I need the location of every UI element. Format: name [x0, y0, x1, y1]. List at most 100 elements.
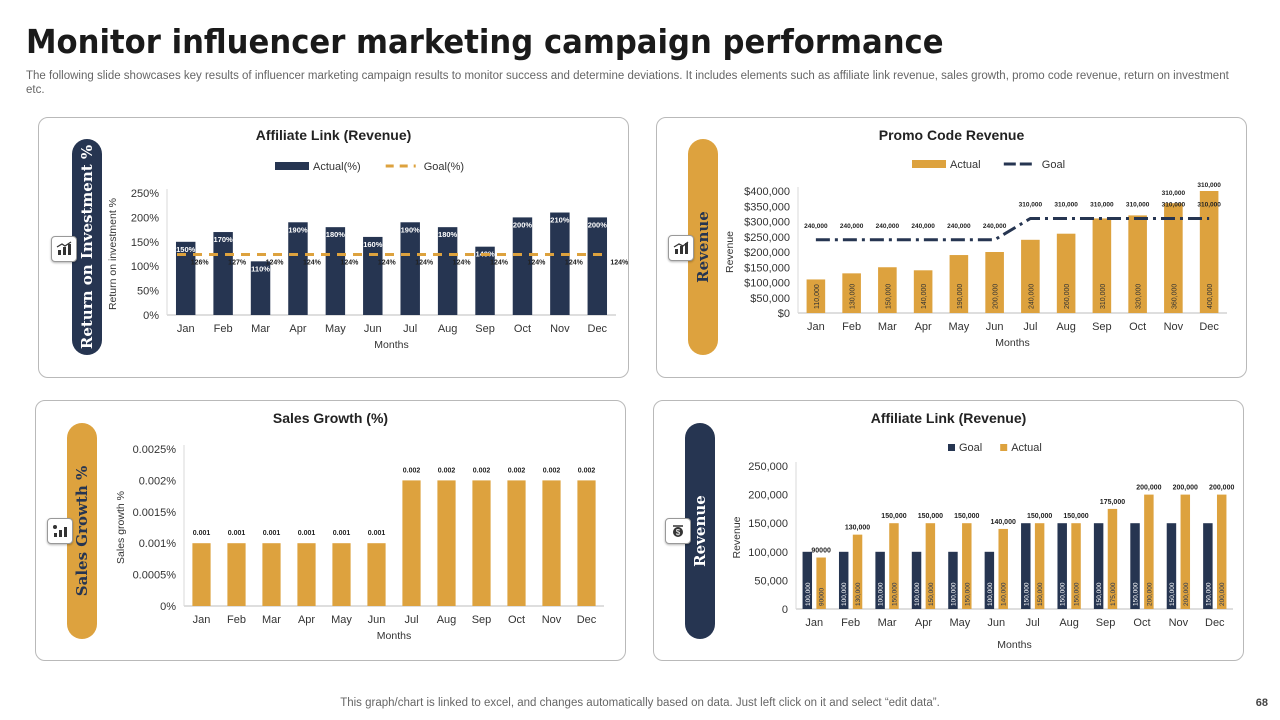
- sales-y-axis-label: Sales growth %: [115, 491, 127, 564]
- affiliate-bar-actual-dec: [1216, 494, 1227, 609]
- affiliate-legend-swatch: [948, 444, 955, 451]
- affiliate-top-label: 200,000: [1209, 485, 1234, 492]
- roi-panel: Return on Investment % Affiliate Link (R…: [38, 117, 629, 378]
- roi-bar-actual--nov: [550, 212, 570, 315]
- affiliate-data-label: 150,000: [964, 582, 971, 606]
- roi-x-tick-label: Aug: [438, 323, 458, 335]
- affiliate-bar-actual-aug: [1071, 523, 1081, 609]
- sales-bar-sales-growth-aug: [437, 480, 456, 606]
- promo-legend-label: Goal: [1042, 159, 1065, 171]
- promo-chart-title: Promo Code Revenue: [879, 127, 1025, 143]
- promo-goal-label: 310,000: [1019, 201, 1043, 208]
- roi-x-tick-label: Jan: [177, 323, 195, 335]
- affiliate-top-label: 150,000: [954, 513, 979, 520]
- promo-bar-actual-dec: [1199, 191, 1219, 313]
- promo-bar-actual-feb: [842, 273, 861, 313]
- affiliate-y-tick-label: 250,000: [748, 461, 788, 473]
- promo-goal-label: 240,000: [911, 223, 935, 230]
- roi-x-tick-label: Dec: [588, 323, 608, 335]
- promo-goal-label: 240,000: [876, 223, 900, 230]
- affiliate-bar-goal-jul: [1021, 523, 1031, 609]
- affiliate-bar-goal-sep: [1093, 523, 1104, 609]
- sales-data-label: 0.001: [193, 530, 211, 537]
- sales-chart-icon: [47, 518, 73, 544]
- sales-x-tick-label: Feb: [227, 614, 246, 626]
- promo-panel: Revenue Promo Code Revenue $0 $50,000 $100,…: [656, 117, 1247, 378]
- sales-data-label: 0.002: [543, 467, 561, 474]
- roi-y-tick-label: 50%: [137, 286, 159, 298]
- promo-x-tick-label: Oct: [1129, 321, 1146, 333]
- sales-data-label: 0.001: [263, 530, 281, 537]
- promo-data-label: 360,000: [1171, 284, 1178, 309]
- affiliate-x-tick-label: Nov: [1169, 617, 1189, 629]
- sales-y-tick-label: 0.0025%: [133, 444, 177, 456]
- roi-goal-label: 124%: [415, 259, 434, 266]
- affiliate-bar-goal-may: [948, 551, 958, 609]
- sales-bar-sales-growth-apr: [297, 543, 316, 606]
- affiliate-x-tick-label: May: [949, 617, 970, 629]
- roi-chart[interactable]: Affiliate Link (Revenue) 0% 50% 100% 150% 200…: [39, 118, 629, 377]
- sales-bar-sales-growth-may: [332, 543, 351, 606]
- promo-x-tick-label: Sep: [1092, 321, 1112, 333]
- promo-bar-actual-aug: [1056, 233, 1076, 313]
- promo-data-label: 200,000: [993, 284, 1000, 309]
- roi-x-tick-label: Mar: [251, 323, 270, 335]
- promo-y-tick-label: $300,000: [744, 217, 790, 229]
- roi-bar-actual--sep: [475, 246, 495, 315]
- affiliate-legend-label: Goal: [959, 442, 982, 454]
- affiliate-bar-goal-jan: [802, 551, 813, 609]
- promo-x-tick-label: Aug: [1056, 321, 1076, 333]
- affiliate-data-label: 130,000: [855, 582, 862, 606]
- roi-x-tick-label: Sep: [475, 323, 495, 335]
- affiliate-data-label: 150,000: [1060, 582, 1067, 606]
- affiliate-data-label: 150,000: [1169, 582, 1176, 606]
- affiliate-top-label: 175,000: [1100, 499, 1125, 506]
- affiliate-legend-swatch: [1000, 444, 1008, 451]
- affiliate-data-label: 175,000: [1110, 582, 1117, 606]
- affiliate-bar-goal-mar: [875, 551, 885, 609]
- affiliate-x-axis-label: Months: [997, 639, 1031, 651]
- promo-x-tick-label: Mar: [878, 321, 897, 333]
- sales-chart[interactable]: Sales Growth (%) 0% 0.0005% 0.001% 0.0015% 0.…: [36, 401, 625, 660]
- affiliate-data-label: 150,000: [928, 582, 935, 606]
- roi-y-axis-label: Return on investment %: [107, 198, 119, 310]
- roi-bar-actual--mar: [250, 261, 271, 315]
- roi-goal-label: 126%: [191, 259, 210, 266]
- promo-chart[interactable]: Promo Code Revenue $0 $50,000 $100,000 $150,…: [657, 118, 1246, 377]
- affiliate-data-label: 150,000: [891, 582, 898, 606]
- promo-chart-icon: [668, 235, 694, 261]
- roi-bar-actual--may: [325, 227, 346, 315]
- roi-x-tick-label: Oct: [514, 323, 531, 335]
- sales-bar-sales-growth-oct: [507, 480, 526, 606]
- affiliate-x-tick-label: Apr: [915, 617, 932, 629]
- affiliate-bar-actual-jun: [998, 528, 1008, 609]
- affiliate-data-label: 100,000: [950, 582, 957, 606]
- affiliate-top-label: 150,000: [881, 513, 906, 520]
- promo-data-label: 260,000: [1064, 284, 1071, 309]
- affiliate-chart-icon: $: [665, 518, 691, 544]
- svg-text:$: $: [676, 528, 681, 537]
- page-title: Monitor influencer marketing campaign pe…: [26, 22, 944, 61]
- affiliate-x-tick-label: Sep: [1096, 617, 1116, 629]
- roi-y-tick-label: 0%: [143, 310, 159, 322]
- affiliate-top-label: 150,000: [1063, 513, 1088, 520]
- promo-bar-actual-jan: [806, 279, 826, 313]
- affiliate-y-tick-label: 200,000: [748, 490, 788, 502]
- page-number: 68: [1255, 697, 1268, 709]
- affiliate-bar-actual-mar: [889, 523, 899, 609]
- sales-bar-sales-growth-jun: [367, 543, 386, 606]
- affiliate-chart[interactable]: Affiliate Link (Revenue) 0 50,000 100,000 15…: [654, 401, 1243, 660]
- roi-goal-label: 124%: [565, 259, 584, 266]
- sales-bar-sales-growth-nov: [542, 480, 561, 606]
- sales-x-tick-label: Jan: [193, 614, 211, 626]
- roi-x-tick-label: Jun: [364, 323, 382, 335]
- promo-bar-actual-oct: [1128, 215, 1147, 313]
- promo-bar-actual-mar: [878, 267, 897, 313]
- roi-goal-label: 124%: [303, 259, 322, 266]
- promo-data-label: 130,000: [850, 284, 857, 309]
- affiliate-top-label: 150,000: [918, 513, 943, 520]
- affiliate-bar-goal-dec: [1203, 523, 1213, 609]
- sales-chart-title: Sales Growth (%): [273, 410, 388, 426]
- promo-extra-goal-label: 310,000: [1197, 182, 1221, 189]
- affiliate-bar-actual-jan: [816, 557, 826, 609]
